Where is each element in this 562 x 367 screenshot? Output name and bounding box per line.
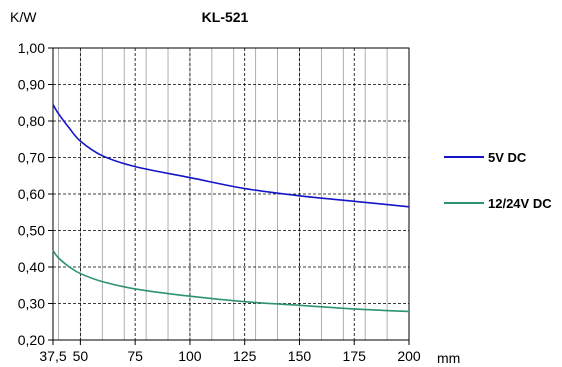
x-tick-label: 150 [288,348,312,364]
y-tick-label: 0,20 [18,332,45,348]
x-tick-label: 75 [127,348,143,364]
x-tick-labels: 37,5 50 75 100 125 150 175 200 [39,340,421,364]
x-tick-label: 100 [178,348,202,364]
x-tick-label: 125 [233,348,257,364]
y-tick-label: 0,70 [18,150,45,166]
series-lines [52,104,410,313]
y-tick-label: 0,60 [18,186,45,202]
series-line-5v-dc [52,104,410,208]
x-axis-label: mm [437,350,460,366]
series-line-12-24v-dc [52,250,410,313]
y-axis-label: K/W [10,9,37,25]
legend: 5V DC 12/24V DC [444,150,552,211]
y-tick-label: 0,80 [18,113,45,129]
grid [53,48,409,340]
x-tick-label: 200 [397,348,421,364]
y-tick-label: 1,00 [18,40,45,56]
legend-label: 5V DC [488,150,527,165]
y-tick-label: 0,30 [18,296,45,312]
y-tick-label: 0,50 [18,223,45,239]
y-tick-labels: 0,20 0,30 0,40 0,50 0,60 0,70 0,80 0,90 1,00 [18,40,53,348]
y-tick-label: 0,90 [18,77,45,93]
x-tick-label: 37,5 [39,348,66,364]
y-tick-label: 0,40 [18,259,45,275]
chart-title: KL-521 [202,9,249,25]
legend-label: 12/24V DC [488,196,552,211]
x-tick-label: 50 [73,348,89,364]
x-tick-label: 175 [343,348,367,364]
